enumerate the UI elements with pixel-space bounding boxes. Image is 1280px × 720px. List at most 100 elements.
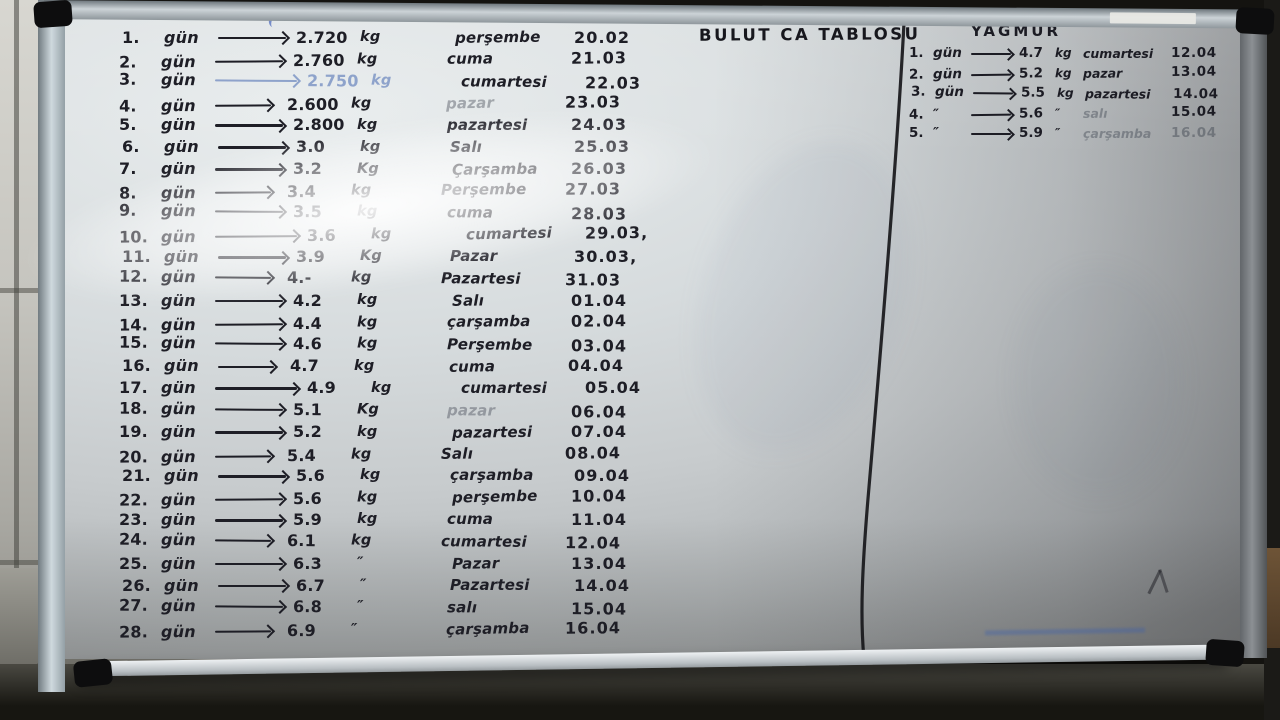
weekday-label: cumartesi (465, 223, 553, 244)
table-row: 25. gün 6.3 ″ Pazar 13.04 (119, 553, 723, 573)
date-value: 07.04 (571, 422, 628, 442)
date-value: 21.03 (570, 47, 628, 68)
arrow-icon (215, 299, 283, 303)
gun-label: gün (161, 290, 196, 310)
weight-value: 6.7 (296, 575, 325, 595)
table-row: 22. gün 5.6 kg perşembe 10.04 (119, 485, 723, 510)
unit-label: kg (350, 532, 372, 549)
arrow-icon (215, 518, 283, 522)
date-value: 15.04 (1170, 103, 1217, 120)
date-value: 11.04 (571, 509, 628, 529)
table-row: 10. gün 3.6 kg cumartesi 29.03, (119, 222, 723, 247)
arrow-icon (215, 322, 284, 327)
rain-table-row: 4. ″ 5.6 ″ salı 15.04 (909, 101, 1241, 124)
day-number: 5. (119, 115, 137, 135)
unit-label: ″ (1055, 126, 1061, 140)
weekday-label: pazar (445, 93, 495, 113)
arrow-icon (971, 52, 1011, 56)
arrow-icon (214, 407, 284, 411)
weight-value: 5.2 (1018, 65, 1044, 82)
gun-label: gün (160, 226, 196, 247)
arrow-icon (215, 168, 283, 171)
day-number: 10. (118, 227, 149, 247)
weekday-label: cuma (446, 49, 494, 68)
unit-label: kg (1054, 66, 1072, 81)
date-value: 02.04 (570, 310, 628, 331)
board-title: BULUT CA TABLOSU (698, 24, 921, 45)
gun-label: gün (161, 422, 196, 442)
weight-value: 2.600 (286, 93, 339, 114)
weekday-label: cumartesi (460, 72, 548, 91)
day-number: 6. (122, 137, 140, 157)
unit-label: kg (350, 269, 372, 286)
day-number: 1. (122, 27, 140, 47)
arrow-icon (972, 92, 1014, 95)
unit-label: ″ (357, 555, 364, 572)
date-value: 10.04 (570, 486, 628, 506)
unit-label: ″ (1054, 106, 1061, 121)
table-row: 27. gün 6.8 ″ salı 15.04 (119, 595, 723, 620)
arrow-icon (214, 605, 284, 609)
unit-label: Kg (360, 248, 383, 265)
table-row: 8. gün 3.4 kg Perşembe 27.03 (119, 178, 723, 203)
gun-label: gün (161, 115, 196, 135)
gun-label: gün (934, 83, 964, 101)
unit-label: kg (371, 379, 392, 396)
day-number: 22. (118, 490, 149, 510)
weekday-label: pazartesi (1084, 85, 1151, 102)
weight-value: 3.2 (293, 159, 322, 179)
arrow-icon (214, 210, 284, 214)
gun-label: gün (932, 66, 962, 83)
gun-label: gün (160, 529, 196, 549)
weight-value: 4.- (286, 267, 312, 287)
weight-value: 6.1 (286, 530, 317, 550)
gun-label: gün (160, 445, 196, 466)
weight-value: 4.2 (293, 290, 322, 310)
gun-label: gün (161, 553, 196, 573)
unit-label: kg (360, 467, 381, 484)
day-number: 2. (908, 66, 924, 83)
unit-label: kg (356, 489, 378, 506)
arrow-icon (214, 78, 298, 83)
gun-label: gün (160, 332, 196, 352)
table-row: 15. gün 4.6 kg Perşembe 03.04 (119, 332, 723, 357)
weekday-label: Salı (440, 444, 474, 463)
weight-value: 3.0 (296, 137, 325, 157)
unit-label: kg (356, 335, 378, 352)
table-row: 17. gün 4.9 kg cumartesi 05.04 (119, 378, 723, 398)
weight-value: 2.760 (292, 50, 345, 70)
day-number: 24. (118, 529, 149, 549)
date-value: 24.03 (571, 115, 628, 135)
date-value: 13.04 (571, 553, 628, 573)
unit-label: Kg (356, 401, 380, 418)
weekday-label: cumartesi (1083, 45, 1154, 61)
table-row: 3. gün 2.750 kg cumartesi 22.03 (119, 68, 723, 93)
weight-value: 4.6 (292, 333, 323, 353)
gun-label: gün (160, 69, 196, 89)
unit-label: kg (350, 95, 372, 112)
unit-label: kg (350, 182, 372, 200)
gun-label: ″ (933, 125, 940, 141)
weight-value: 5.1 (292, 399, 323, 419)
board-frame-right (1240, 16, 1267, 658)
arrow-icon (215, 431, 283, 434)
date-value: 14.04 (1172, 85, 1219, 103)
weight-value: 4.4 (292, 313, 323, 333)
day-number: 16. (122, 356, 151, 376)
date-value: 09.04 (574, 465, 631, 485)
weight-value: 2.800 (293, 115, 345, 135)
whiteboard-surface: 1. gün 2.720 kg perşembe 20.02 2. gün 2.… (0, 11, 1242, 659)
table-row: 24. gün 6.1 kg cumartesi 12.04 (119, 529, 723, 554)
arrow-icon (218, 146, 286, 149)
gun-label: gün (164, 246, 199, 266)
arrow-icon (218, 365, 274, 369)
unit-label: kg (357, 511, 378, 528)
gun-label: gün (161, 378, 196, 398)
day-number: 1. (909, 45, 924, 61)
unit-label: kg (1056, 85, 1074, 100)
weekday-label: Salı (450, 137, 483, 156)
table-row: 2. gün 2.760 kg cuma 21.03 (119, 46, 723, 71)
arrow-icon (214, 276, 272, 280)
date-value: 28.03 (570, 204, 628, 224)
date-value: 03.04 (570, 335, 628, 356)
